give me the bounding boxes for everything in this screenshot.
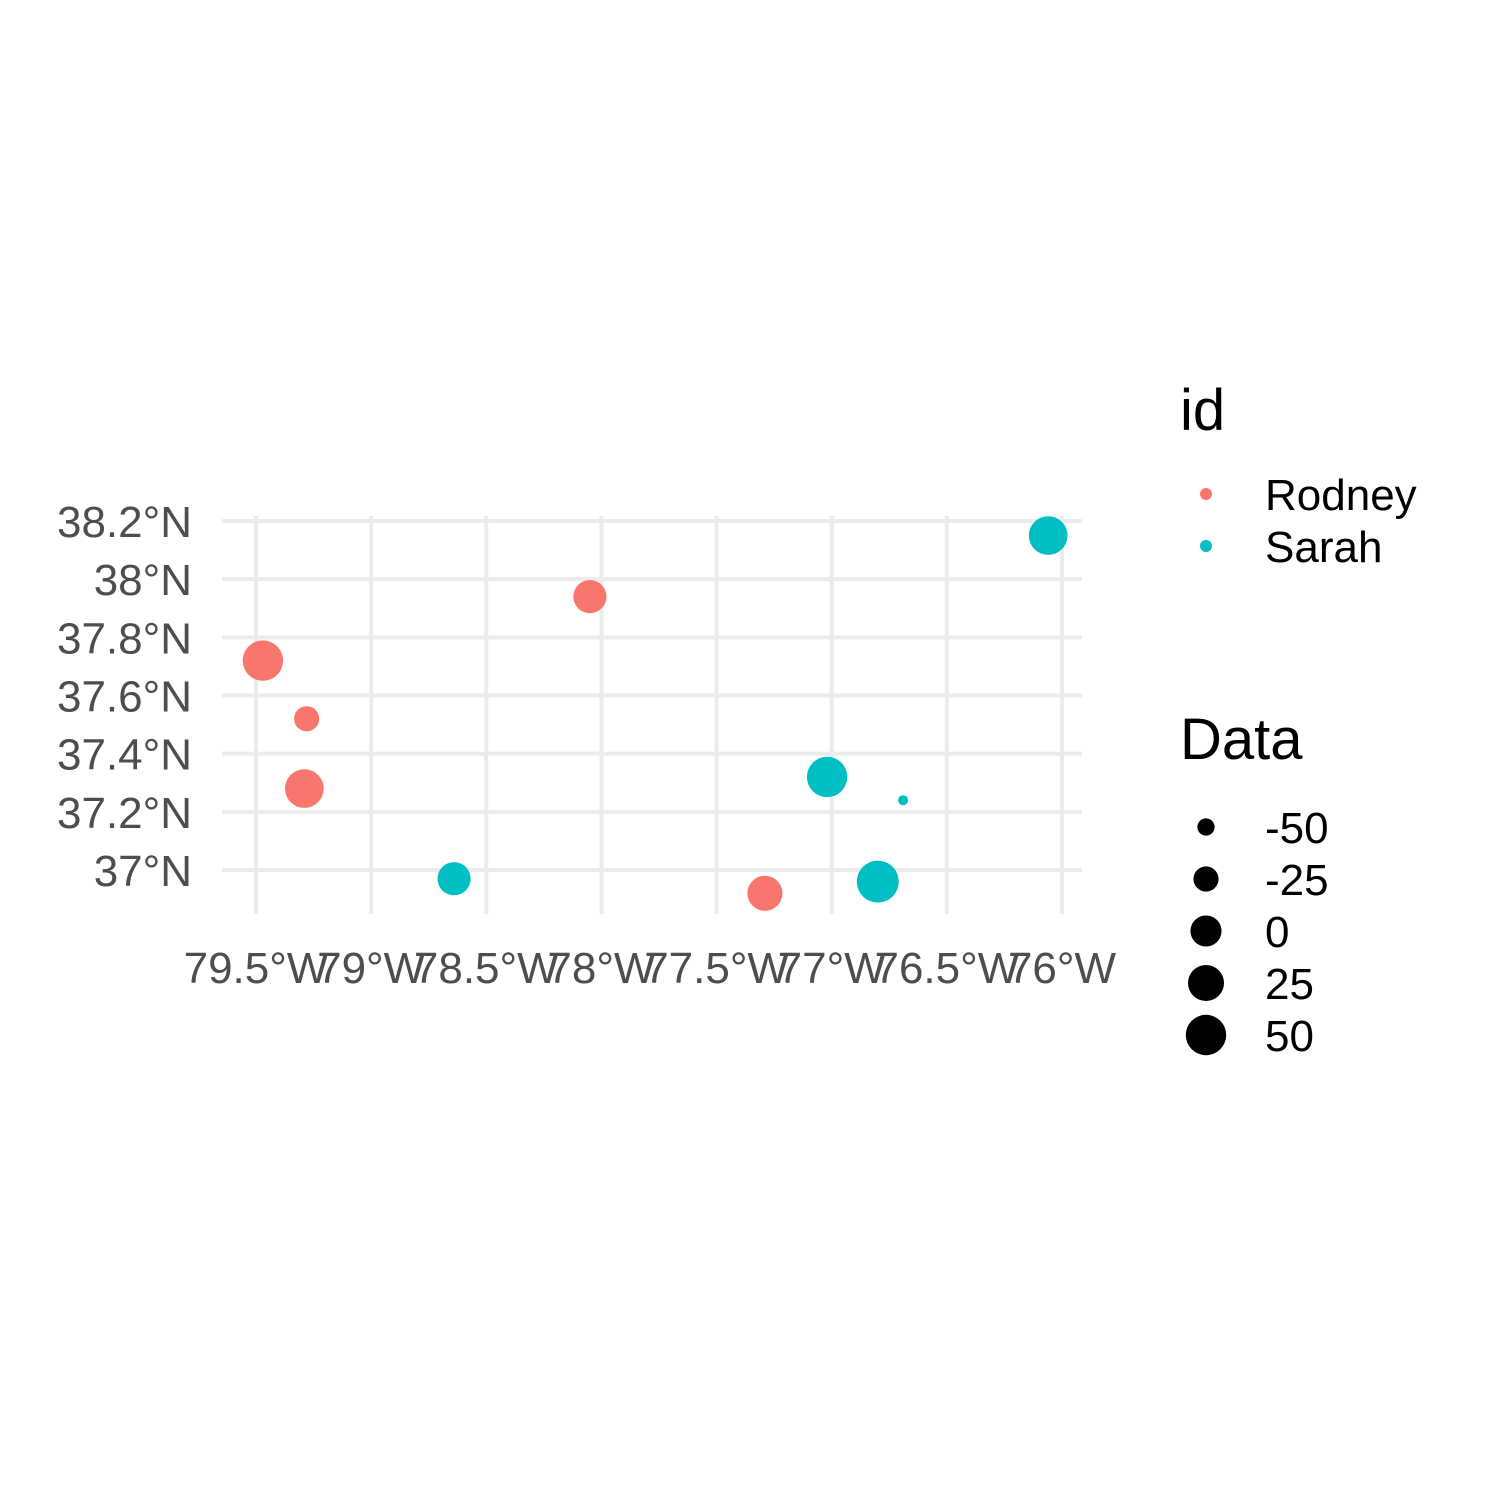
point-sarah-4 bbox=[1028, 516, 1068, 555]
point-rodney-0 bbox=[242, 640, 284, 681]
legend-title-id: id bbox=[1180, 378, 1225, 443]
legend-label-rodney: Rodney bbox=[1265, 471, 1417, 520]
legend-label-sarah: Sarah bbox=[1265, 523, 1382, 572]
legend-size-key-1 bbox=[1193, 866, 1219, 892]
y-tick-label-6: 38.2°N bbox=[57, 498, 192, 547]
x-tick-label-3: 78°W bbox=[547, 944, 656, 993]
legend-size-key-3 bbox=[1187, 964, 1225, 1002]
legend-size-label-2: 0 bbox=[1265, 908, 1289, 957]
point-rodney-3 bbox=[573, 580, 607, 614]
data-points bbox=[242, 516, 1068, 911]
point-rodney-1 bbox=[294, 706, 320, 732]
legend-title-data: Data bbox=[1180, 707, 1303, 772]
legend-key-rodney bbox=[1200, 488, 1212, 500]
y-tick-label-0: 37°N bbox=[94, 847, 192, 896]
y-tick-label-4: 37.8°N bbox=[57, 614, 192, 663]
legend-key-sarah bbox=[1200, 540, 1212, 552]
legend-size-key-2 bbox=[1190, 915, 1222, 947]
y-axis: 37°N 37.2°N 37.4°N 37.6°N 37.8°N 38°N 38.2°N bbox=[57, 498, 192, 896]
point-sarah-3 bbox=[898, 795, 909, 806]
legend-size-key-4 bbox=[1185, 1014, 1227, 1056]
point-sarah-2 bbox=[856, 860, 899, 903]
legend-size-key-0 bbox=[1197, 818, 1215, 836]
x-tick-label-1: 79°W bbox=[317, 944, 426, 993]
x-tick-label-2: 78.5°W bbox=[414, 944, 559, 993]
y-tick-label-5: 38°N bbox=[94, 556, 192, 605]
y-tick-label-2: 37.4°N bbox=[57, 731, 192, 780]
point-sarah-1 bbox=[806, 756, 848, 798]
point-sarah-0 bbox=[437, 862, 471, 896]
point-rodney-2 bbox=[285, 769, 324, 808]
point-rodney-4 bbox=[747, 875, 783, 911]
x-tick-label-4: 77.5°W bbox=[644, 944, 789, 993]
x-tick-label-6: 76.5°W bbox=[874, 944, 1019, 993]
x-tick-label-5: 77°W bbox=[778, 944, 887, 993]
x-axis: 79.5°W79°W78.5°W78°W77.5°W77°W76.5°W76°W bbox=[184, 944, 1117, 993]
legend-size-label-1: -25 bbox=[1265, 856, 1329, 905]
x-tick-label-0: 79.5°W bbox=[184, 944, 329, 993]
grid bbox=[222, 516, 1082, 914]
y-tick-label-1: 37.2°N bbox=[57, 789, 192, 838]
legend-size-label-3: 25 bbox=[1265, 960, 1314, 1009]
legend-size-label-0: -50 bbox=[1265, 804, 1329, 853]
y-tick-label-3: 37.6°N bbox=[57, 673, 192, 722]
legend-size-label-4: 50 bbox=[1265, 1012, 1314, 1061]
x-tick-label-7: 76°W bbox=[1008, 944, 1117, 993]
